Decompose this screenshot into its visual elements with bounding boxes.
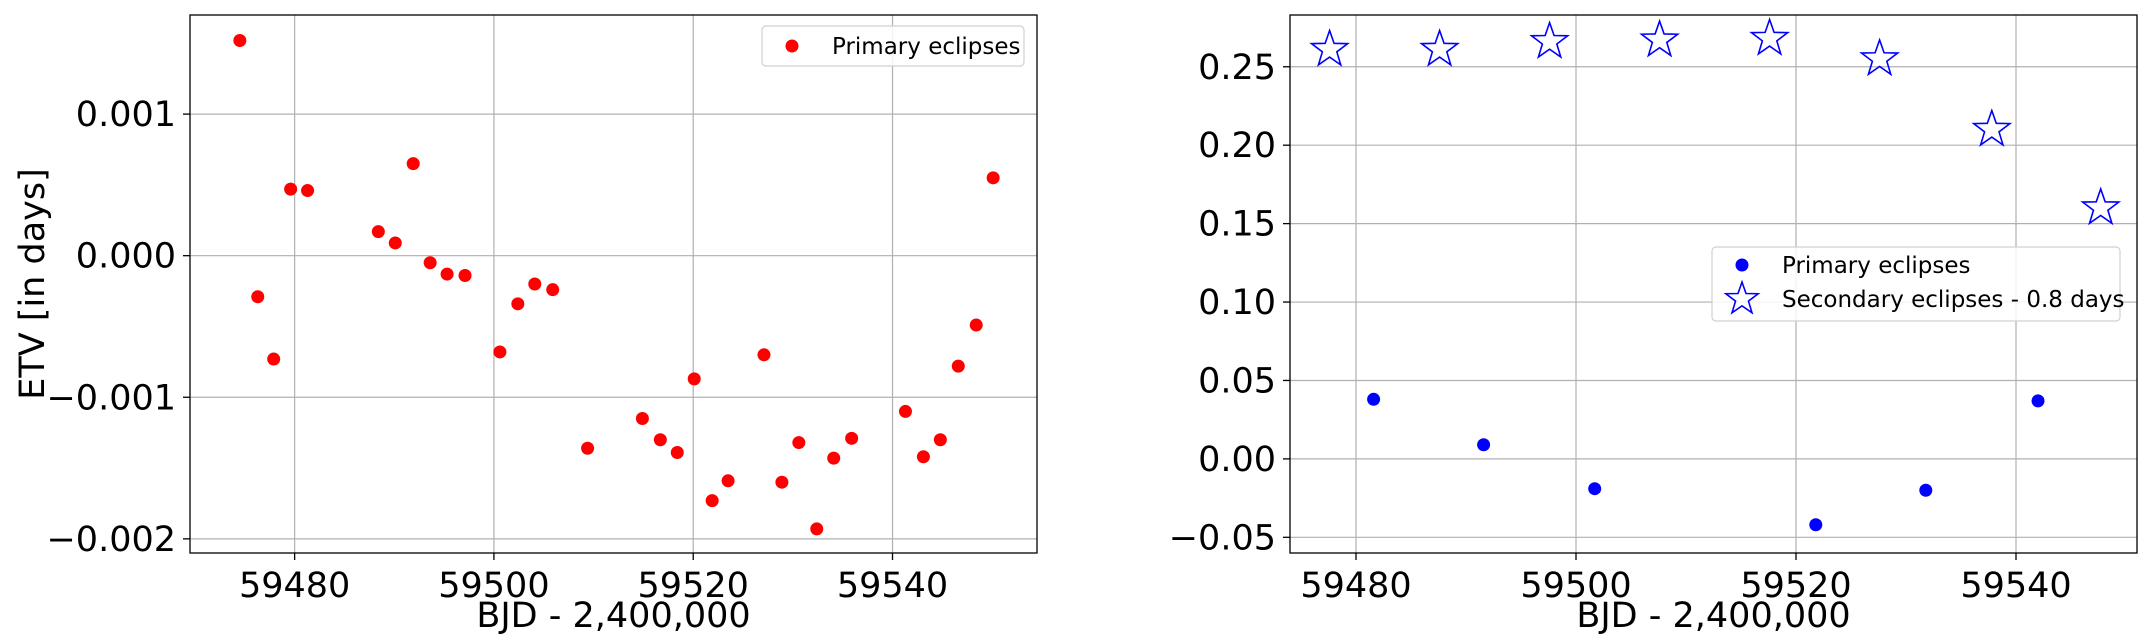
data-point	[528, 277, 542, 291]
data-point	[810, 522, 824, 536]
data-point	[251, 290, 265, 304]
data-point	[1367, 392, 1381, 406]
legend-star-marker	[1723, 279, 1761, 315]
data-point	[898, 404, 912, 418]
data-point	[440, 267, 454, 281]
data-point	[1639, 18, 1680, 58]
series-1	[1367, 392, 2045, 532]
data-point	[371, 225, 385, 239]
x-tick-label: 59480	[1300, 566, 1411, 606]
data-point	[670, 445, 684, 459]
y-tick-label: −0.001	[46, 378, 176, 418]
y-tick-label: 0.00	[1198, 440, 1276, 480]
data-point	[493, 345, 507, 359]
data-point	[406, 157, 420, 171]
x-tick-label: 59500	[1520, 566, 1631, 606]
data-point	[1971, 108, 2013, 147]
y-tick-label: 0.000	[76, 237, 176, 277]
x-tick-label: 59480	[239, 566, 350, 606]
data-point	[511, 297, 525, 311]
data-point	[1809, 518, 1823, 532]
data-point	[284, 182, 298, 196]
y-tick-label: 0.10	[1198, 283, 1276, 323]
x-axis-label: BJD - 2,400,000	[476, 596, 750, 636]
data-point	[1309, 28, 1350, 67]
data-point	[827, 451, 841, 465]
plot-frame	[189, 14, 1038, 554]
data-point	[458, 269, 472, 283]
data-point	[2031, 394, 2045, 408]
data-point	[792, 436, 806, 450]
data-point	[581, 441, 595, 455]
data-point	[757, 348, 771, 362]
legend-label: Secondary eclipses - 0.8 days	[1782, 287, 2125, 313]
legend-box	[761, 25, 1025, 67]
chart-2: 59480 59500 59520 59540 −0.05 0.00 0.05 0.10 0.1…	[1169, 14, 2138, 636]
legend-box	[1711, 246, 2121, 322]
data-point	[986, 171, 1000, 185]
data-point	[653, 433, 667, 447]
data-point	[301, 184, 315, 198]
data-point	[933, 433, 947, 447]
series-2	[1309, 17, 2122, 226]
y-tick-label: 0.20	[1198, 126, 1276, 166]
y-tick-label: −0.002	[46, 520, 176, 560]
y-axis-label: ETV [in days]	[13, 168, 53, 400]
data-point	[1749, 17, 1790, 56]
data-point	[775, 475, 789, 489]
data-point	[2080, 186, 2122, 226]
legend-label: Primary eclipses	[1782, 253, 1970, 279]
y-tick-label: 0.15	[1198, 205, 1276, 245]
x-axis-label: BJD - 2,400,000	[1576, 596, 1850, 636]
x-tick-label: 59540	[1960, 566, 2071, 606]
legend: Primary eclipses Secondary eclipses - 0.8…	[1711, 246, 2125, 322]
data-point	[1919, 483, 1933, 497]
y-tick-label: 0.001	[76, 95, 176, 135]
legend-label: Primary eclipses	[832, 34, 1020, 60]
data-point	[635, 412, 649, 425]
plot-frame	[1289, 14, 2138, 554]
data-point	[1529, 20, 1570, 60]
legend: Primary eclipses	[761, 25, 1025, 67]
data-point	[1588, 482, 1602, 496]
y-tick-label: 0.05	[1198, 361, 1276, 401]
legend-circle-marker	[1735, 258, 1749, 272]
chart-1: 59480 59500 59520 59540 −0.002 −0.001 0.000 0.0…	[13, 14, 1038, 636]
x-tick-label: 59540	[837, 566, 948, 606]
data-point	[1477, 438, 1491, 452]
series-1	[233, 33, 1000, 536]
y-tick-label: −0.05	[1169, 518, 1276, 558]
data-point	[916, 450, 930, 464]
data-point	[546, 283, 560, 297]
data-point	[845, 431, 859, 445]
data-point	[388, 236, 402, 250]
x-tick-label: 59520	[1740, 566, 1851, 606]
data-point	[687, 372, 701, 386]
data-point	[969, 318, 983, 332]
x-tick-label: 59500	[438, 566, 549, 606]
data-point	[423, 256, 437, 270]
data-point	[267, 352, 281, 366]
data-point	[951, 359, 965, 373]
data-point	[721, 474, 735, 488]
data-point	[705, 494, 719, 508]
x-tick-label: 59520	[638, 566, 749, 606]
legend-circle-marker	[785, 39, 799, 53]
data-point	[1859, 37, 1900, 77]
y-tick-label: 0.25	[1198, 48, 1276, 88]
data-point	[233, 33, 247, 47]
data-point	[1419, 28, 1460, 67]
